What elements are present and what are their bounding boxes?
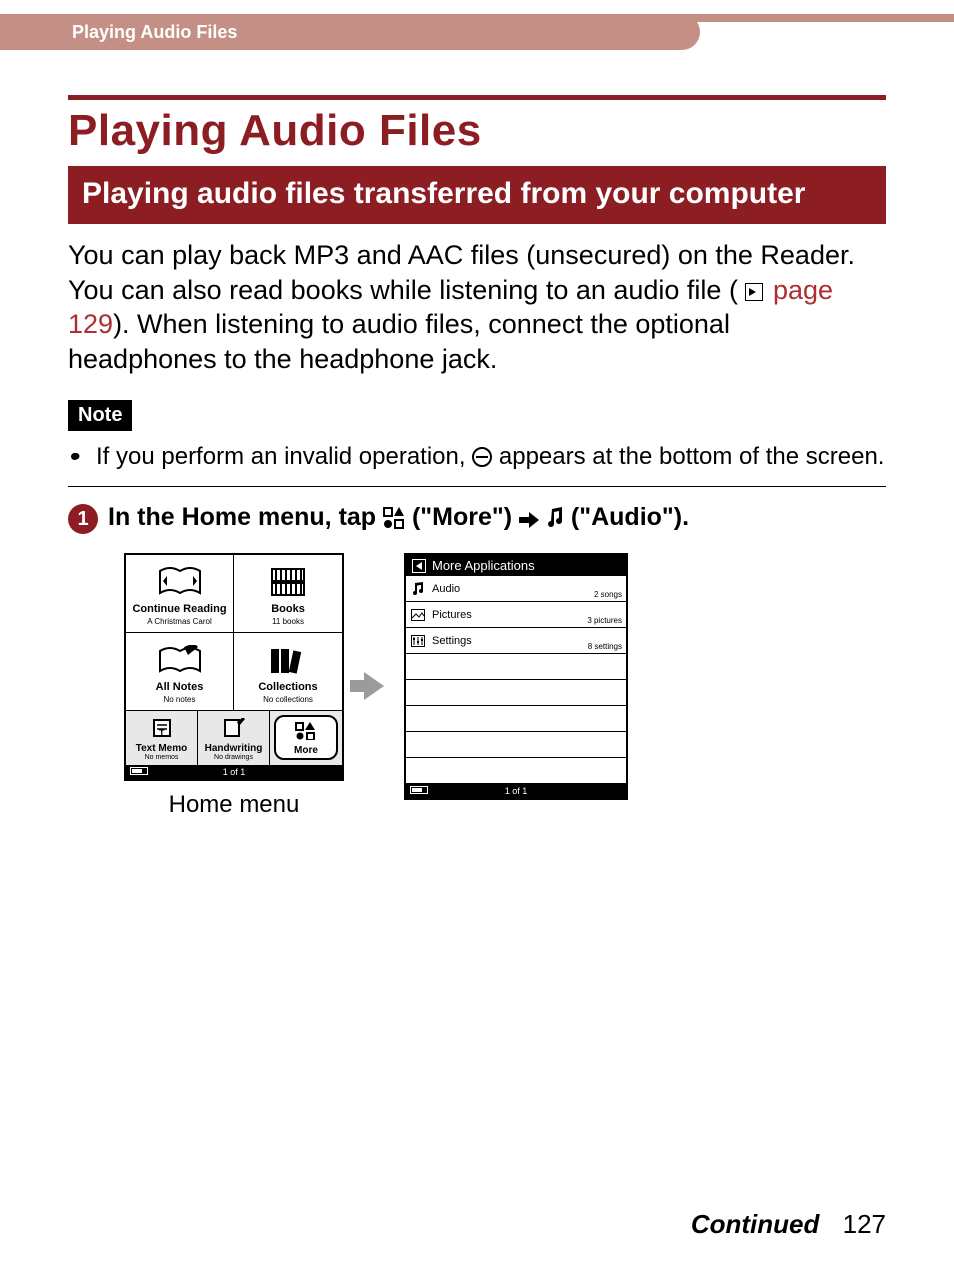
- svg-text:T: T: [159, 728, 165, 738]
- bottom-text-memo[interactable]: T Text Memo No memos: [126, 711, 198, 765]
- more-empty-row: [406, 758, 626, 784]
- step-more-label: ("More"): [412, 503, 519, 531]
- page-footer: Continued 127: [691, 1209, 886, 1240]
- home-status-bar: 1 of 1: [126, 765, 342, 779]
- home-cell-books[interactable]: Books 11 books: [234, 555, 342, 633]
- transition-arrow-icon: [364, 672, 384, 700]
- bottom-handwriting[interactable]: Handwriting No drawings: [198, 711, 270, 765]
- note-text-before: If you perform an invalid operation,: [96, 443, 472, 470]
- more-empty-row: [406, 706, 626, 732]
- back-icon[interactable]: [412, 559, 426, 573]
- screenshots-row: Continue Reading A Christmas Carol Books…: [124, 553, 886, 819]
- step-before: In the Home menu, tap: [108, 503, 383, 531]
- cell-title: Continue Reading: [130, 603, 229, 615]
- more-row-pictures[interactable]: Pictures 3 pictures: [406, 602, 626, 628]
- music-note-icon: [546, 507, 564, 529]
- more-apps-title: More Applications: [432, 558, 535, 573]
- bottom-more-wrapper: More: [270, 711, 342, 765]
- battery-icon: [410, 786, 428, 794]
- more-empty-row: [406, 654, 626, 680]
- more-row-audio[interactable]: Audio 2 songs: [406, 576, 626, 602]
- row-label: Pictures: [432, 609, 472, 621]
- note-label: Note: [68, 400, 132, 431]
- row-count: 8 settings: [588, 642, 622, 653]
- step-text: In the Home menu, tap ("More") ("Audio")…: [108, 503, 689, 535]
- more-apps-mock: More Applications Audio 2 songs Pictures…: [404, 553, 628, 800]
- cell-sub: A Christmas Carol: [130, 617, 229, 626]
- cell-title: All Notes: [130, 681, 229, 693]
- intro-text-1: You can play back MP3 and AAC files (uns…: [68, 240, 855, 305]
- open-book-icon: [130, 565, 229, 599]
- pictures-row-icon: [410, 608, 426, 622]
- home-status-text: 1 of 1: [223, 767, 246, 777]
- intro-paragraph: You can play back MP3 and AAC files (uns…: [68, 238, 886, 376]
- page-ref-icon: [745, 283, 763, 301]
- more-empty-row: [406, 732, 626, 758]
- notes-icon: [130, 643, 229, 677]
- hb-title: Handwriting: [200, 743, 267, 754]
- page-title: Playing Audio Files: [68, 106, 886, 156]
- row-count: 2 songs: [594, 590, 622, 601]
- home-menu-caption: Home menu: [124, 791, 344, 819]
- home-cell-continue-reading[interactable]: Continue Reading A Christmas Carol: [126, 555, 234, 633]
- note-item: If you perform an invalid operation, app…: [92, 441, 886, 472]
- row-label: Settings: [432, 635, 472, 647]
- section-heading: Playing audio files transferred from you…: [68, 166, 886, 224]
- row-count: 3 pictures: [587, 616, 622, 627]
- home-cell-collections[interactable]: Collections No collections: [234, 633, 342, 711]
- hb-sub: No drawings: [200, 754, 267, 761]
- audio-row-icon: [410, 582, 426, 596]
- handwriting-icon: [200, 717, 267, 739]
- hb-title: Text Memo: [128, 743, 195, 754]
- more-row-settings[interactable]: Settings 8 settings: [406, 628, 626, 654]
- hb-sub: No memos: [128, 754, 195, 761]
- thin-rule: [68, 486, 886, 487]
- step-audio-label: ("Audio").: [571, 503, 689, 531]
- step-1: 1 In the Home menu, tap ("More") ("Audio…: [68, 503, 886, 535]
- more-icon: [383, 507, 405, 529]
- page-body: Playing Audio Files Playing audio files …: [68, 95, 886, 819]
- cell-sub: No notes: [130, 695, 229, 704]
- home-cell-all-notes[interactable]: All Notes No notes: [126, 633, 234, 711]
- home-menu-block: Continue Reading A Christmas Carol Books…: [124, 553, 344, 819]
- settings-row-icon: [410, 634, 426, 648]
- cell-sub: No collections: [238, 695, 338, 704]
- cell-title: Collections: [238, 681, 338, 693]
- arrow-right-icon: [519, 506, 539, 535]
- page-number: 127: [843, 1209, 886, 1239]
- text-memo-icon: T: [128, 717, 195, 739]
- intro-text-2: ). When listening to audio files, connec…: [68, 309, 730, 374]
- invalid-op-icon: [472, 447, 492, 467]
- row-label: Audio: [432, 583, 460, 595]
- hb-title: More: [278, 745, 334, 756]
- note-text-after: appears at the bottom of the screen.: [499, 443, 885, 470]
- more-status-bar: 1 of 1: [406, 784, 626, 798]
- continued-label: Continued: [691, 1209, 820, 1239]
- more-tile-icon: [278, 721, 334, 741]
- more-status-text: 1 of 1: [505, 786, 528, 796]
- cell-sub: 11 books: [238, 617, 338, 626]
- books-icon: [238, 565, 338, 599]
- cell-title: Books: [238, 603, 338, 615]
- home-menu-mock: Continue Reading A Christmas Carol Books…: [124, 553, 344, 781]
- home-grid: Continue Reading A Christmas Carol Books…: [126, 555, 342, 711]
- header-tab: Playing Audio Files: [0, 14, 700, 50]
- battery-icon: [130, 767, 148, 775]
- more-empty-row: [406, 680, 626, 706]
- breadcrumb: Playing Audio Files: [72, 22, 237, 43]
- bottom-more[interactable]: More: [274, 715, 338, 760]
- step-number-badge: 1: [68, 504, 98, 534]
- top-rule: [68, 95, 886, 100]
- note-list: If you perform an invalid operation, app…: [68, 441, 886, 472]
- more-apps-header: More Applications: [406, 555, 626, 576]
- more-empty-rows: [406, 654, 626, 784]
- home-bottom-row: T Text Memo No memos Handwriting No draw…: [126, 711, 342, 765]
- collections-icon: [238, 643, 338, 677]
